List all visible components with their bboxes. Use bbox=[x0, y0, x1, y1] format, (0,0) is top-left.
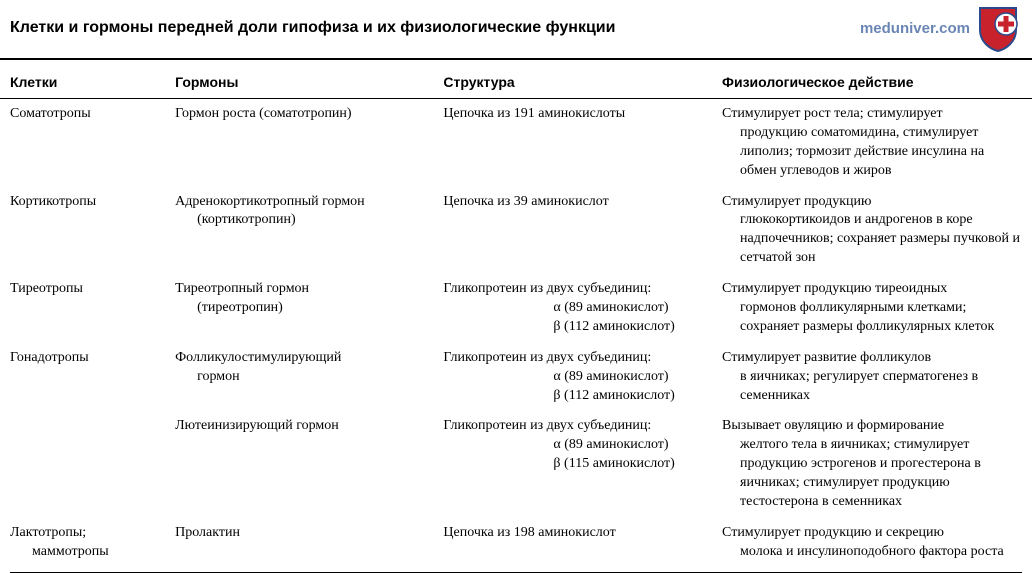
cell-hormone: Адренокортикотропный гормон(кортикотропи… bbox=[165, 187, 433, 275]
col-header-cells: Клетки bbox=[0, 70, 165, 99]
cell-type: Гонадотропы bbox=[0, 343, 165, 412]
table-row: СоматотропыГормон роста (соматотропин)Це… bbox=[0, 99, 1032, 187]
header-bar: Клетки и гормоны передней доли гипофиза … bbox=[0, 0, 1032, 60]
cell-structure: Цепочка из 39 аминокислот bbox=[433, 187, 712, 275]
table-row: Лактотропы;маммотропыПролактинЦепочка из… bbox=[0, 518, 1032, 568]
cell-type: Лактотропы;маммотропы bbox=[0, 518, 165, 568]
cell-action: Стимулирует продукциюглюкокортикоидов и … bbox=[712, 187, 1032, 275]
cell-action: Стимулирует продукцию тиреоидныхгормонов… bbox=[712, 274, 1032, 343]
cell-structure: Цепочка из 198 аминокислот bbox=[433, 518, 712, 568]
cell-structure: Цепочка из 191 аминокислоты bbox=[433, 99, 712, 187]
page-title: Клетки и гормоны передней доли гипофиза … bbox=[10, 19, 615, 37]
cell-structure: Гликопротеин из двух субъединиц:α (89 ам… bbox=[433, 343, 712, 412]
cell-hormone: Лютеинизирующий гормон bbox=[165, 411, 433, 517]
cell-type: Кортикотропы bbox=[0, 187, 165, 275]
shield-cross-icon bbox=[976, 4, 1020, 52]
cell-hormone: Пролактин bbox=[165, 518, 433, 568]
cell-hormone: Гормон роста (соматотропин) bbox=[165, 99, 433, 187]
col-header-structure: Структура bbox=[433, 70, 712, 99]
cell-action: Стимулирует продукцию и секрециюмолока и… bbox=[712, 518, 1032, 568]
cell-type: Тиреотропы bbox=[0, 274, 165, 343]
table-row: Лютеинизирующий гормонГликопротеин из дв… bbox=[0, 411, 1032, 517]
col-header-action: Физиологическое действие bbox=[712, 70, 1032, 99]
cell-structure: Гликопротеин из двух субъединиц:α (89 ам… bbox=[433, 274, 712, 343]
table-row: КортикотропыАдренокортикотропный гормон(… bbox=[0, 187, 1032, 275]
cell-action: Стимулирует развитие фолликуловв яичника… bbox=[712, 343, 1032, 412]
cell-action: Вызывает овуляцию и формированиежелтого … bbox=[712, 411, 1032, 517]
cell-type bbox=[0, 411, 165, 517]
hormone-table: Клетки Гормоны Структура Физиологическое… bbox=[0, 70, 1032, 568]
cell-action: Стимулирует рост тела; стимулируетпродук… bbox=[712, 99, 1032, 187]
cell-hormone: Тиреотропный гормон(тиреотропин) bbox=[165, 274, 433, 343]
table-header-row: Клетки Гормоны Структура Физиологическое… bbox=[0, 70, 1032, 99]
table-row: ТиреотропыТиреотропный гормон(тиреотропи… bbox=[0, 274, 1032, 343]
col-header-hormones: Гормоны bbox=[165, 70, 433, 99]
table-row: ГонадотропыФолликулостимулирующийгормонГ… bbox=[0, 343, 1032, 412]
watermark: meduniver.com bbox=[860, 4, 1022, 52]
watermark-text: meduniver.com bbox=[860, 20, 970, 37]
cell-hormone: Фолликулостимулирующийгормон bbox=[165, 343, 433, 412]
cell-type: Соматотропы bbox=[0, 99, 165, 187]
cell-structure: Гликопротеин из двух субъединиц:α (89 ам… bbox=[433, 411, 712, 517]
